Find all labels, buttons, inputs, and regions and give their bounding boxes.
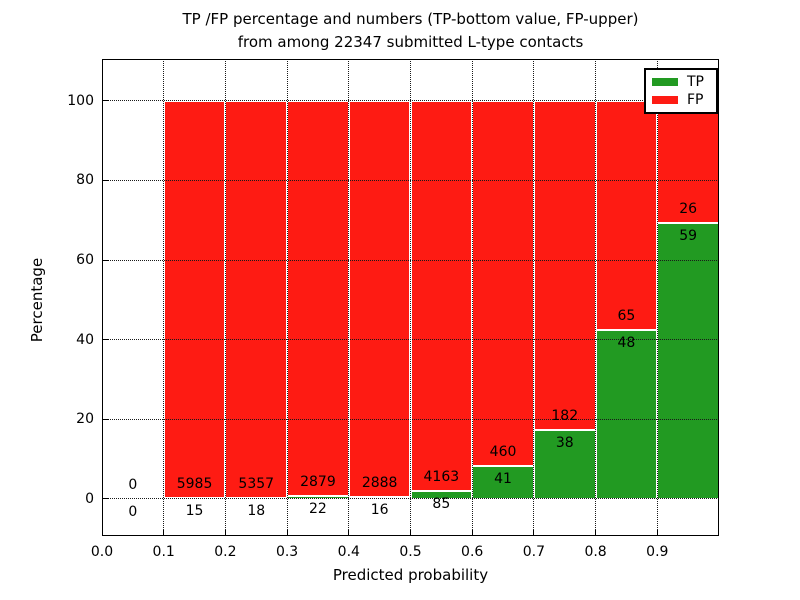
v-gridline: [286, 59, 288, 536]
fp-count-label: 4163: [423, 469, 460, 485]
fp-count-label: 460: [489, 444, 517, 461]
legend-label-fp: FP: [687, 92, 704, 108]
y-tick-mark: [103, 259, 109, 261]
x-tick-label: 0.4: [337, 544, 360, 560]
x-tick-mark: [471, 530, 473, 536]
bar-segment-fp: [163, 100, 226, 498]
h-gridline: [102, 498, 719, 500]
y-tick-mark: [103, 498, 109, 500]
x-tick-mark: [348, 530, 350, 536]
x-tick-mark: [533, 530, 535, 536]
x-tick-mark: [656, 530, 658, 536]
fp-color-swatch: [652, 96, 678, 104]
y-tick-mark: [103, 100, 109, 102]
fp-count-label: 2888: [361, 474, 398, 491]
bar-segment-tp: [595, 329, 658, 499]
h-gridline: [102, 339, 719, 341]
x-tick-mark: [101, 530, 103, 536]
tp-count-label: 0: [128, 503, 138, 520]
y-tick-mark: [103, 339, 109, 341]
x-tick-label: 0.0: [90, 544, 114, 560]
y-tick-label: 60: [76, 252, 94, 269]
tp-color-swatch: [652, 78, 678, 86]
bar-segment-fp: [410, 100, 473, 491]
tp-count-label: 22: [309, 500, 327, 517]
chart-title-line2: from among 22347 submitted L-type contac…: [237, 33, 584, 51]
fp-count-label: 5357: [238, 475, 275, 492]
fp-count-label: 0: [128, 476, 138, 493]
v-gridline: [595, 59, 597, 536]
v-gridline: [410, 59, 411, 536]
y-tick-label: 80: [76, 172, 94, 189]
y-tick-mark: [103, 418, 109, 420]
tp-count-label: 18: [247, 502, 266, 519]
v-gridline: [656, 59, 658, 536]
tp-count-label: 41: [494, 471, 512, 488]
legend-item-tp: TP: [652, 74, 710, 90]
x-tick-mark: [286, 530, 288, 536]
bar-segment-fp: [657, 100, 719, 223]
x-tick-mark: [224, 530, 226, 536]
x-tick-label: 0.9: [646, 544, 669, 560]
y-tick-label: 20: [76, 411, 94, 428]
h-gridline: [102, 259, 719, 261]
h-gridline: [102, 418, 719, 420]
h-gridline: [102, 179, 719, 181]
v-gridline: [163, 59, 165, 536]
x-axis-label: Predicted probability: [332, 566, 489, 584]
y-axis-label: Percentage: [28, 257, 46, 343]
tp-count-label: 15: [185, 502, 204, 519]
v-gridline: [348, 59, 350, 536]
x-tick-mark: [410, 530, 411, 536]
chart-title-line1: TP /FP percentage and numbers (TP-bottom…: [182, 10, 639, 28]
bar-segment-fp: [287, 100, 349, 496]
fp-count-label: 5985: [176, 475, 213, 492]
y-tick-label: 40: [76, 331, 94, 348]
x-tick-label: 0.7: [522, 544, 546, 560]
legend: TP FP: [644, 68, 718, 114]
plot-frame: [102, 59, 719, 536]
x-tick-mark: [163, 530, 165, 536]
x-tick-label: 0.8: [584, 544, 607, 560]
fp-count-label: 2879: [300, 473, 336, 490]
h-gridline: [102, 100, 719, 102]
x-tick-mark: [595, 530, 597, 536]
x-tick-label: 0.3: [275, 544, 299, 560]
tp-count-label: 16: [370, 501, 389, 518]
y-tick-label: 0: [85, 490, 94, 507]
v-gridline: [224, 59, 226, 536]
fp-count-label: 182: [551, 408, 579, 425]
tp-count-label: 85: [432, 496, 451, 512]
tp-count-label: 38: [555, 435, 574, 452]
x-tick-label: 0.5: [399, 544, 422, 560]
x-tick-label: 0.2: [214, 544, 237, 560]
fp-count-label: 26: [679, 200, 698, 217]
y-tick-label: 100: [67, 92, 94, 109]
bar-segment-fp: [595, 100, 658, 330]
legend-label-tp: TP: [687, 74, 704, 90]
bar-segment-fp: [225, 100, 288, 498]
bar-segment-fp: [533, 100, 596, 431]
x-tick-label: 0.6: [461, 544, 484, 560]
fp-count-label: 65: [617, 307, 636, 324]
tp-count-label: 48: [617, 334, 636, 351]
tp-count-label: 59: [679, 227, 698, 244]
v-gridline: [471, 59, 473, 536]
v-gridline: [533, 59, 535, 536]
bar-segment-fp: [472, 100, 534, 467]
legend-item-fp: FP: [652, 92, 710, 108]
x-tick-label: 0.1: [152, 544, 175, 560]
y-tick-mark: [103, 179, 109, 181]
bar-segment-tp: [533, 430, 596, 499]
bar-segment-tp: [472, 466, 534, 499]
